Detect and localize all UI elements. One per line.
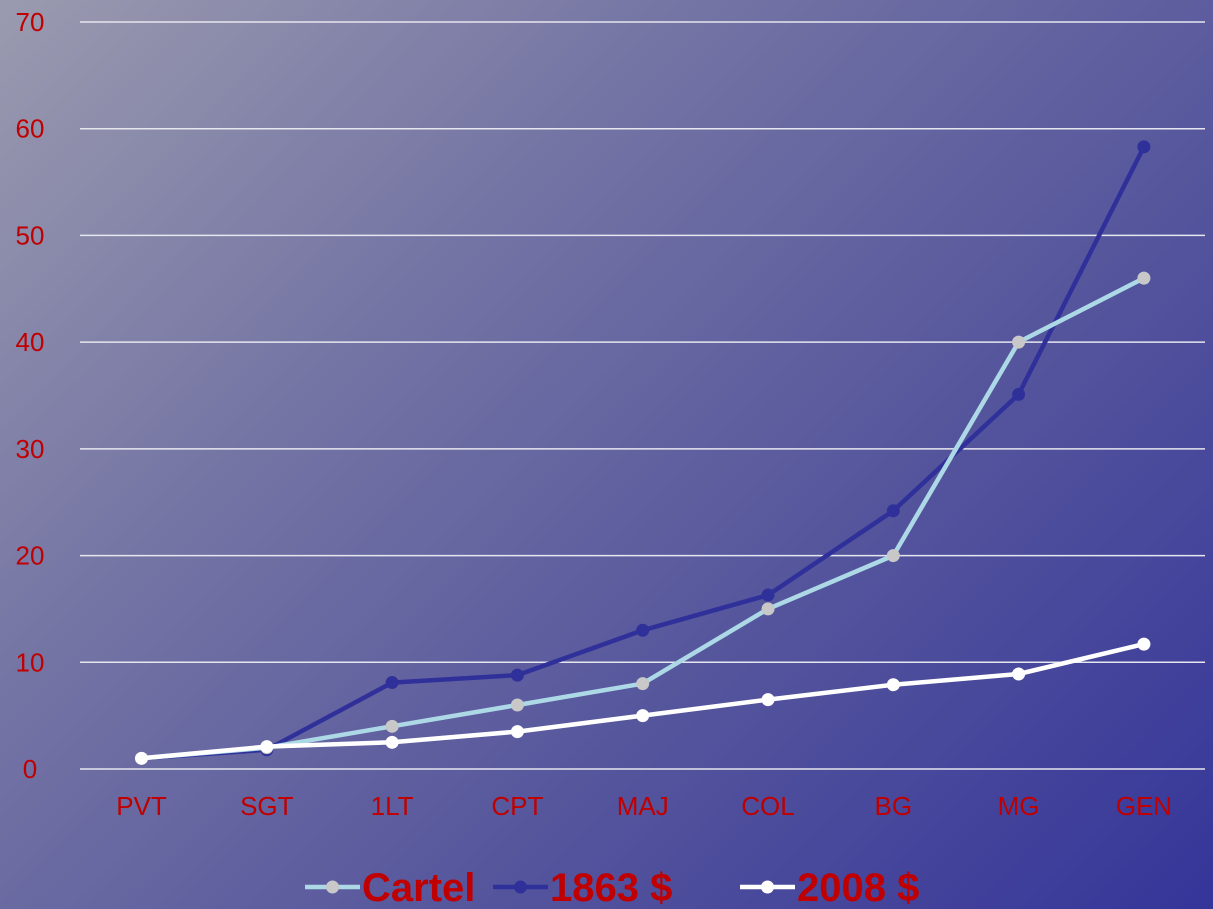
y-tick-label: 70	[16, 7, 45, 37]
x-tick-label: CPT	[491, 791, 543, 821]
data-point	[1137, 140, 1151, 154]
y-axis-tick-labels: 0 10 20 30 40 50 60 70	[16, 7, 45, 784]
data-point	[385, 719, 399, 733]
legend-marker	[761, 880, 774, 894]
y-tick-label: 0	[23, 754, 37, 784]
x-tick-label: MAJ	[617, 791, 669, 821]
series-lines	[135, 140, 1151, 765]
data-point	[1012, 387, 1026, 401]
data-point	[761, 588, 775, 602]
data-point	[385, 735, 399, 749]
data-point	[761, 602, 775, 616]
data-point	[1137, 637, 1151, 651]
y-tick-label: 40	[16, 327, 45, 357]
series-1	[135, 140, 1151, 765]
legend-marker	[514, 880, 527, 894]
x-tick-label: MG	[998, 791, 1040, 821]
series-0	[135, 271, 1151, 765]
data-point	[260, 740, 274, 754]
data-point	[636, 709, 650, 723]
y-tick-label: 60	[16, 114, 45, 144]
legend-item: 1863 $	[493, 866, 672, 909]
data-point	[1137, 271, 1151, 285]
data-point	[636, 623, 650, 637]
x-axis-tick-labels: PVT SGT 1LT CPT MAJ COL BG MG GEN	[116, 791, 1172, 821]
x-tick-label: SGT	[240, 791, 294, 821]
x-tick-label: PVT	[116, 791, 167, 821]
legend-item: Cartel	[305, 866, 475, 909]
y-tick-label: 50	[16, 220, 45, 250]
legend: Cartel 1863 $ 2008 $	[305, 866, 919, 909]
data-point	[886, 504, 900, 518]
data-point	[636, 677, 650, 691]
legend-item: 2008 $	[740, 866, 919, 909]
legend-label: 2008 $	[797, 866, 919, 909]
x-tick-label: GEN	[1116, 791, 1172, 821]
data-point	[1012, 667, 1026, 681]
data-point	[510, 668, 524, 682]
x-tick-label: BG	[875, 791, 913, 821]
data-point	[385, 676, 399, 690]
y-tick-label: 10	[16, 647, 45, 677]
data-point	[135, 751, 148, 765]
data-point	[510, 725, 524, 739]
legend-label: 1863 $	[550, 866, 672, 909]
series-line	[141, 145, 1146, 761]
y-tick-label: 20	[16, 541, 45, 571]
data-point	[886, 549, 900, 563]
series-2	[135, 637, 1151, 765]
gridlines	[80, 21, 1205, 770]
data-point	[886, 678, 900, 692]
x-tick-label: COL	[741, 791, 794, 821]
y-tick-label: 30	[16, 434, 45, 464]
legend-label: Cartel	[362, 866, 475, 909]
data-point	[761, 693, 775, 707]
data-point	[510, 698, 524, 712]
x-tick-label: 1LT	[371, 791, 414, 821]
data-point	[1012, 335, 1026, 349]
legend-marker	[326, 880, 339, 894]
